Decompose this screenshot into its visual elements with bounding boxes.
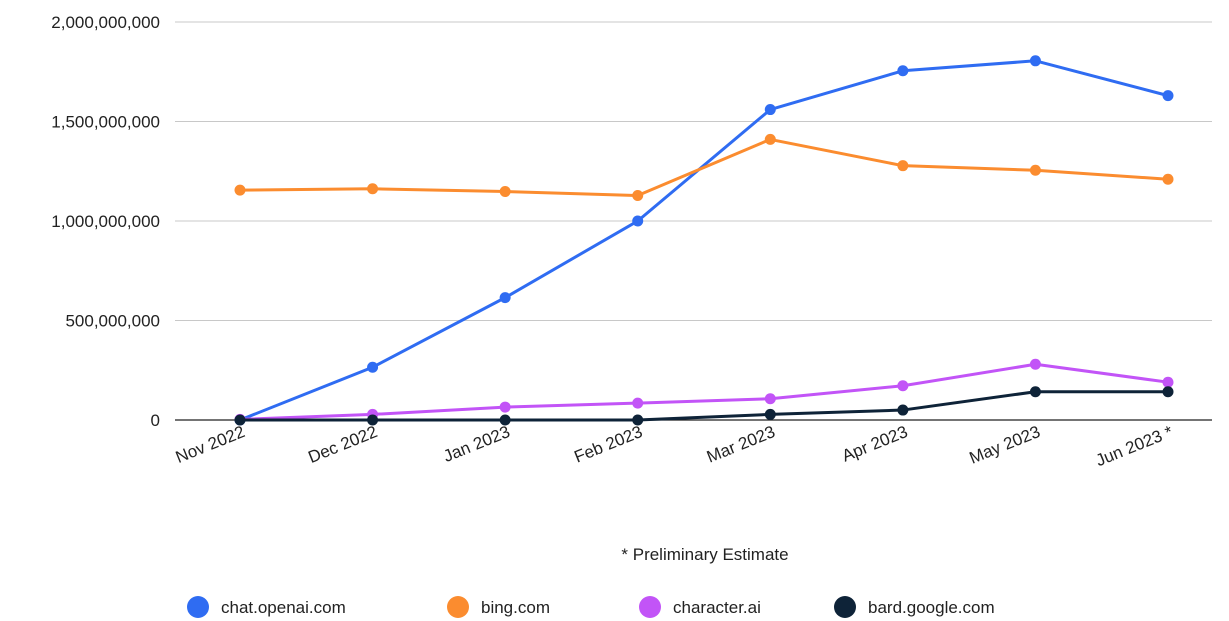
series-chat-openai-com bbox=[234, 55, 1174, 426]
data-point bbox=[1162, 173, 1174, 185]
legend-swatch bbox=[187, 596, 209, 618]
legend-label: character.ai bbox=[673, 598, 761, 617]
data-point bbox=[764, 393, 776, 405]
legend-item: bard.google.com bbox=[834, 596, 995, 618]
data-point bbox=[897, 160, 909, 172]
series-line bbox=[238, 59, 1170, 422]
legend-swatch bbox=[639, 596, 661, 618]
data-point bbox=[1029, 164, 1041, 176]
gridlines bbox=[175, 21, 1212, 421]
data-point bbox=[499, 292, 511, 304]
series-line bbox=[238, 390, 1170, 422]
data-point bbox=[234, 414, 246, 426]
series-lines bbox=[234, 55, 1174, 426]
legend: chat.openai.com bing.com character.ai bard.… bbox=[187, 596, 995, 618]
x-tick-label: Dec 2022 bbox=[305, 422, 380, 467]
data-point bbox=[897, 404, 909, 416]
legend-swatch bbox=[834, 596, 856, 618]
x-tick-label: Apr 2023 bbox=[839, 422, 910, 465]
legend-swatch bbox=[447, 596, 469, 618]
x-tick-label: Nov 2022 bbox=[173, 422, 248, 467]
data-point bbox=[1029, 55, 1041, 67]
y-axis-ticks: 0 500,000,000 1,000,000,000 1,500,000,000 2,… bbox=[51, 13, 160, 430]
data-point bbox=[367, 183, 379, 195]
legend-label: chat.openai.com bbox=[221, 598, 346, 617]
footnote: * Preliminary Estimate bbox=[621, 545, 788, 564]
legend-item: character.ai bbox=[639, 596, 761, 618]
data-point bbox=[1162, 90, 1174, 102]
y-tick-label: 1,500,000,000 bbox=[51, 113, 160, 132]
data-point bbox=[1029, 358, 1041, 370]
data-point bbox=[632, 215, 644, 227]
data-point bbox=[632, 414, 644, 426]
data-point bbox=[367, 414, 379, 426]
data-point bbox=[632, 190, 644, 202]
y-tick-label: 500,000,000 bbox=[65, 312, 160, 331]
legend-label: bing.com bbox=[481, 598, 550, 617]
data-point bbox=[764, 133, 776, 145]
preliminary-estimate-note: * Preliminary Estimate bbox=[621, 545, 788, 564]
legend-item: bing.com bbox=[447, 596, 550, 618]
x-tick-label: May 2023 bbox=[967, 422, 1043, 468]
x-axis-ticks: Nov 2022 Dec 2022 Jan 2023 Feb 2023 Mar 2023… bbox=[173, 422, 1176, 470]
series-bard-google-com bbox=[234, 386, 1174, 426]
series-line bbox=[238, 137, 1170, 198]
y-tick-label: 0 bbox=[151, 411, 160, 430]
data-point bbox=[764, 104, 776, 116]
data-point bbox=[764, 408, 776, 420]
x-tick-label: Jun 2023 * bbox=[1093, 422, 1176, 470]
series-character-ai bbox=[234, 358, 1174, 425]
data-point bbox=[234, 184, 246, 196]
series-bing-com bbox=[234, 133, 1174, 202]
data-point bbox=[367, 361, 379, 373]
data-point bbox=[499, 414, 511, 426]
data-point bbox=[1162, 376, 1174, 388]
data-point bbox=[1162, 386, 1174, 398]
x-tick-label: Mar 2023 bbox=[704, 422, 778, 467]
data-point bbox=[897, 65, 909, 77]
x-tick-label: Feb 2023 bbox=[571, 422, 645, 467]
data-point bbox=[499, 401, 511, 413]
series-line bbox=[238, 362, 1170, 421]
legend-label: bard.google.com bbox=[868, 598, 995, 617]
legend-item: chat.openai.com bbox=[187, 596, 346, 618]
data-point bbox=[897, 380, 909, 392]
data-point bbox=[632, 397, 644, 409]
data-point bbox=[499, 186, 511, 198]
data-point bbox=[1029, 386, 1041, 398]
x-tick-label: Jan 2023 bbox=[441, 422, 513, 466]
y-tick-label: 1,000,000,000 bbox=[51, 212, 160, 231]
y-tick-label: 2,000,000,000 bbox=[51, 13, 160, 32]
